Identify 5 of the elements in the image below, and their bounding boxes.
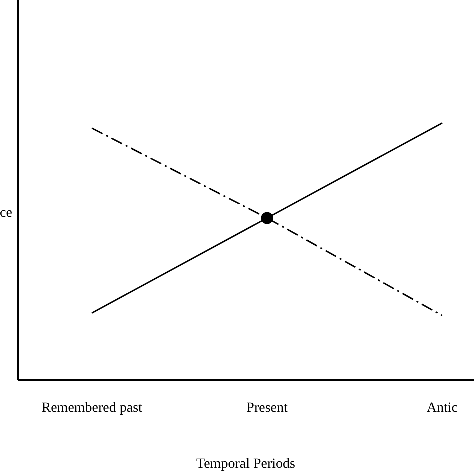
y-axis-title: ce <box>0 206 12 222</box>
x-axis-title: Temporal Periods <box>196 457 296 472</box>
x-tick-label: Present <box>246 400 288 416</box>
x-tick-label: Remembered past <box>42 400 143 416</box>
x-tick-label: Antic <box>426 400 458 416</box>
